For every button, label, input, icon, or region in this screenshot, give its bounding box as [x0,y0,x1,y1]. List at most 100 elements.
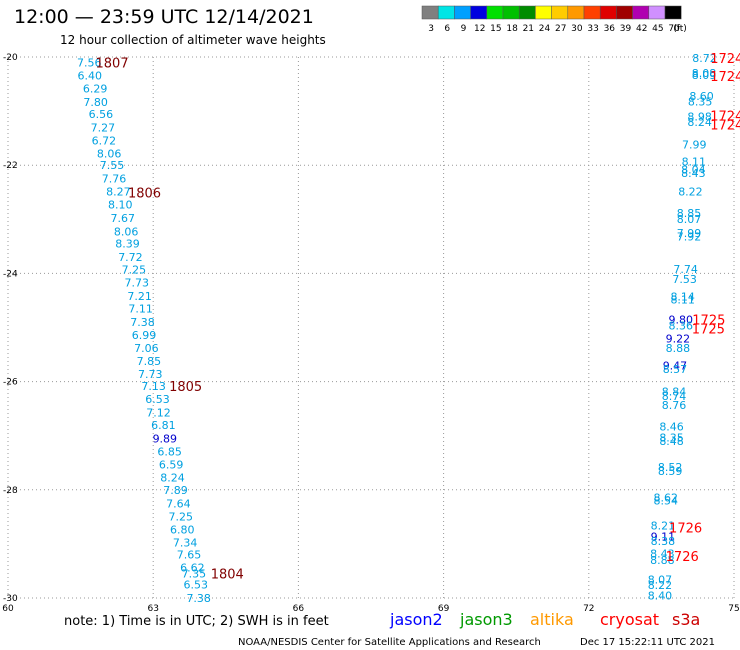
wave-height-label: 8.84 [662,385,687,398]
wave-height-label: 8.07 [648,574,673,587]
colorbar-label: 36 [604,24,616,34]
wave-height-label: 7.38 [130,316,155,329]
time-label: 1807 [96,56,129,71]
x-tick-label: 66 [293,604,305,614]
wave-height-label: 8.06 [114,226,139,239]
time-label: 1804 [211,568,244,583]
wave-height-label: 7.99 [682,139,707,152]
wave-height-label: 8.52 [658,461,683,474]
wave-height-label: 8.35 [688,95,713,108]
colorbar-swatch [664,5,682,20]
wave-height-label: 7.73 [138,368,163,381]
y-tick-label: -22 [3,161,18,171]
time-label: 1726 [669,522,702,537]
colorbar-label: 3 [428,24,434,34]
wave-height-label: 8.38 [651,535,676,548]
y-tick-label: -24 [3,269,18,279]
time-label: 1805 [169,380,202,395]
wave-height-label: 6.72 [92,134,117,147]
wave-height-label: 7.74 [673,263,698,276]
time-label: 1726 [666,550,699,565]
colorbar-swatch [567,5,585,20]
x-tick-label: 69 [438,604,450,614]
satellite-legend-altika: altika [530,610,574,629]
wave-height-label: 7.64 [166,497,191,510]
wave-height-label: 8.24 [687,116,712,129]
colorbar-swatch [616,5,633,20]
wave-height-label: 7.27 [91,121,116,134]
wave-height-label: 7.80 [83,96,108,109]
colorbar-label: 33 [587,24,598,34]
wave-height-label: 6.80 [170,523,195,536]
wave-height-label: 8.11 [682,155,707,168]
wave-height-label: 8.98 [687,111,712,124]
wave-height-label: 8.35 [659,431,684,444]
colorbar-swatch [632,5,650,20]
colorbar-swatch [421,5,439,20]
colorbar-swatch [454,5,471,20]
wave-height-label: 6.59 [159,458,184,471]
chart-title: 12:00 — 23:59 UTC 12/14/2021 [14,6,314,28]
wave-height-label: 7.25 [169,510,194,523]
footer-timestamp: Dec 17 15:22:11 UTC 2021 [580,637,715,648]
y-tick-label: -28 [3,486,18,496]
wave-height-label: 7.56 [77,56,102,69]
wave-height-label: 8.43 [681,167,706,180]
colorbar-label: 27 [555,24,566,34]
x-tick-label: 63 [147,604,158,614]
wave-height-label: 8.11 [670,293,695,306]
x-tick-label: 75 [728,604,739,614]
wave-height-label: 7.92 [677,231,702,244]
wave-height-label: 8.54 [654,495,679,508]
colorbar-label: 6 [444,24,450,34]
wave-height-label: 7.55 [100,159,125,172]
colorbar-swatch [437,5,455,20]
wave-height-label: 6.53 [145,393,170,406]
wave-height-label: 9.22 [666,332,691,345]
wave-height-label: 8.48 [659,435,684,448]
wave-height-label: 8.46 [659,421,684,434]
wave-height-label: 8.08 [692,67,717,80]
wave-height-label: 6.81 [151,419,176,432]
colorbar-swatch [551,5,569,20]
wave-height-label: 8.22 [678,186,703,199]
satellite-legend-s3a: s3a [672,610,700,629]
wave-height-label: 6.56 [89,108,114,121]
colorbar-unit: (ft) [673,24,687,34]
time-label: 1724 [710,119,740,134]
colorbar-swatch [502,5,520,20]
colorbar-label: 21 [523,24,534,34]
wave-height-label: 8.60 [689,90,714,103]
colorbar-label: 15 [490,24,501,34]
wave-height-label: 8.39 [115,238,140,251]
wave-height-label: 8.88 [666,342,691,355]
colorbar-label: 30 [571,24,583,34]
wave-height-label: 9.47 [663,359,688,372]
wave-height-label: 8.27 [106,186,131,199]
colorbar-label: 9 [461,24,467,34]
wave-height-label: 8.43 [650,548,675,561]
satellite-legend-jason3: jason3 [459,610,513,629]
wave-height-label: 8.06 [97,147,122,160]
wave-height-label: 6.62 [180,562,205,575]
wave-height-label: 8.59 [658,465,683,478]
wave-height-label: 7.25 [122,264,147,277]
colorbar-label: 42 [636,24,647,34]
wave-height-label: 7.06 [134,342,159,355]
wave-height-label: 8.74 [662,390,687,403]
colorbar-swatch [470,5,488,20]
wave-height-label: 7.38 [186,592,211,605]
colorbar-swatch [518,5,536,20]
colorbar-swatch [648,5,666,20]
chart-subtitle: 12 hour collection of altimeter wave hei… [60,33,326,47]
wave-height-label: 8.07 [677,213,702,226]
wave-height-label: 8.57 [663,363,688,376]
wave-height-label: 7.72 [118,251,143,264]
wave-height-label: 7.21 [127,290,152,303]
wave-height-label: 7.99 [677,227,702,240]
colorbar-swatch [535,5,552,20]
wave-height-label: 9.89 [153,432,178,445]
footer-credit: NOAA/NESDIS Center for Satellite Applica… [238,637,541,648]
wave-height-label: 7.73 [124,277,149,290]
wave-height-label: 7.12 [146,406,171,419]
